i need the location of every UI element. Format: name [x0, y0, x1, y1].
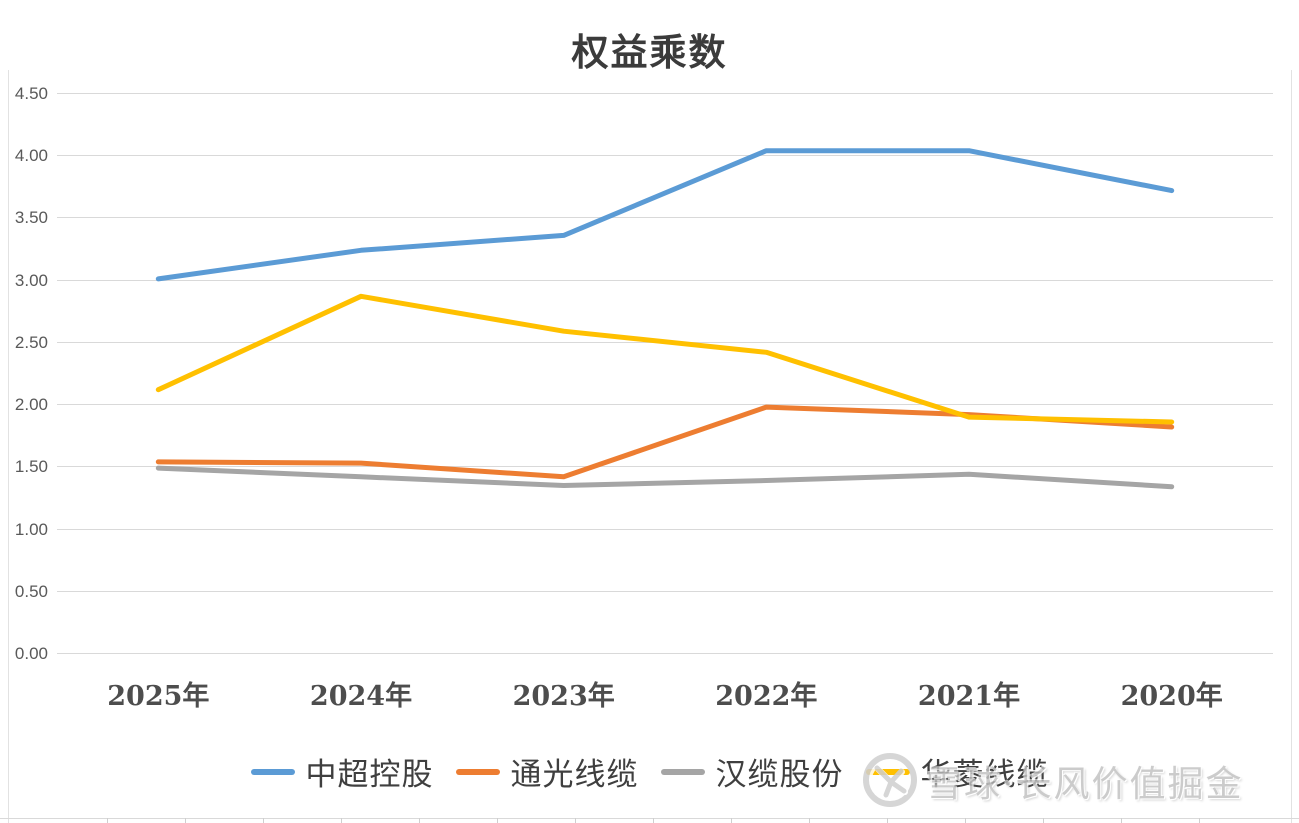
- y-gridline: [57, 466, 1273, 468]
- x-tick-label: 2021年: [917, 681, 1021, 712]
- y-tick-label: 4.00: [14, 146, 48, 166]
- bottom-edge-tick: [731, 818, 732, 823]
- y-gridline: [57, 217, 1273, 219]
- legend-item-1: 通光线缆: [455, 749, 639, 794]
- bottom-edge-tick: [1199, 818, 1200, 823]
- legend-swatch-icon: [865, 768, 910, 775]
- legend-item-0: 中超控股: [250, 749, 434, 794]
- bottom-edge-tick: [965, 818, 966, 823]
- legend-label: 汉缆股份: [715, 757, 844, 793]
- bottom-edge-tick: [1121, 818, 1122, 823]
- series-line-0: [155, 148, 1175, 282]
- y-gridline: [57, 528, 1273, 530]
- series-line-2: [155, 465, 1175, 490]
- y-tick-label: 3.50: [14, 208, 48, 228]
- y-tick-label: 1.00: [14, 519, 48, 539]
- bottom-edge-tick: [419, 818, 420, 823]
- y-gridline: [57, 590, 1273, 592]
- bottom-edge-tick: [653, 818, 654, 823]
- bottom-edge-tick: [341, 818, 342, 823]
- bottom-edge-tick: [1043, 818, 1044, 823]
- legend-label: 通光线缆: [510, 757, 639, 793]
- chart-legend: 中超控股 通光线缆 汉缆股份 华菱线缆: [0, 749, 1299, 794]
- y-tick-label: 0.00: [14, 644, 48, 663]
- chart-left-border: [8, 70, 9, 823]
- legend-swatch-icon: [455, 768, 500, 775]
- x-tick-label: 2024年: [309, 681, 413, 712]
- chart-right-border: [1291, 70, 1292, 823]
- x-tick-label: 2020年: [1120, 681, 1223, 712]
- y-gridline: [57, 653, 1273, 654]
- chart-title: 权益乘数: [571, 30, 728, 74]
- legend-item-2: 汉缆股份: [660, 749, 844, 794]
- x-tick-label: 2025年: [107, 681, 210, 712]
- bottom-edge-tick: [575, 818, 576, 823]
- legend-swatch-icon: [660, 768, 705, 775]
- legend-label: 华菱线缆: [920, 757, 1049, 793]
- bottom-edge-tick: [497, 818, 498, 823]
- legend-item-3: 华菱线缆: [865, 749, 1049, 794]
- y-tick-label: 1.50: [14, 457, 48, 477]
- x-tick-label: 2023年: [512, 681, 615, 712]
- y-tick-label: 2.50: [14, 332, 48, 352]
- x-tick-label: 2022年: [715, 681, 818, 712]
- y-tick-label: 0.50: [14, 581, 48, 601]
- y-gridline: [57, 279, 1273, 281]
- bottom-edge-tick: [809, 818, 810, 823]
- y-tick-label: 4.50: [14, 84, 48, 103]
- bottom-edge-line: [0, 818, 1299, 819]
- y-gridline: [57, 93, 1273, 94]
- bottom-edge-tick: [107, 818, 108, 823]
- y-gridline: [57, 341, 1273, 343]
- legend-swatch-icon: [250, 768, 295, 775]
- bottom-edge-tick: [887, 818, 888, 823]
- bottom-edge-tick: [185, 818, 186, 823]
- bottom-edge-tick: [263, 818, 264, 823]
- y-tick-label: 3.00: [14, 270, 48, 290]
- y-tick-label: 2.00: [14, 395, 48, 415]
- legend-label: 中超控股: [305, 757, 434, 793]
- y-gridline: [57, 404, 1273, 406]
- y-gridline: [57, 155, 1273, 157]
